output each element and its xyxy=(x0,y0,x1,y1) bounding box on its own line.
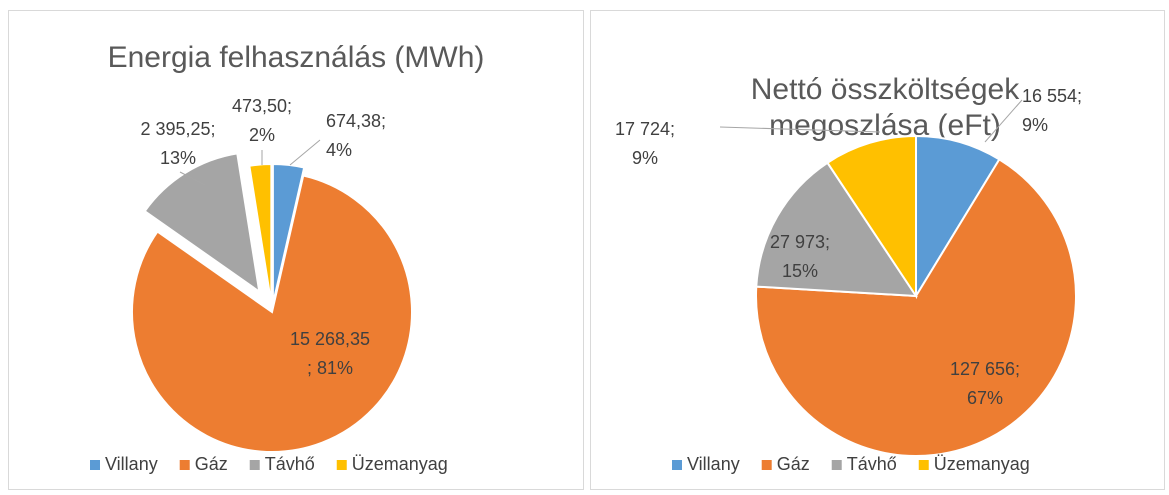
legend-label: Villany xyxy=(687,454,740,474)
pie-slice xyxy=(271,163,306,305)
pie-slice xyxy=(248,163,273,305)
chart-panel xyxy=(8,10,584,490)
data-label: 2 395,25; xyxy=(140,119,215,139)
chart-panel xyxy=(590,10,1165,490)
pie-slice xyxy=(131,174,413,453)
pie-slice xyxy=(755,158,1077,457)
data-label: 674,38; xyxy=(326,111,386,131)
leader-line xyxy=(719,126,881,133)
legend-swatch xyxy=(249,460,260,470)
data-label: ; 81% xyxy=(307,358,353,378)
data-label: 4% xyxy=(326,140,352,160)
leader-line xyxy=(179,171,206,186)
legend-label: Üzemanyag xyxy=(352,454,448,474)
data-label: 15 268,35 xyxy=(290,329,370,349)
legend-swatch xyxy=(761,460,772,470)
pie-slice xyxy=(143,152,261,294)
data-label: 9% xyxy=(632,148,658,168)
legend-swatch xyxy=(336,460,347,470)
chart-title: Nettó összköltségek megoszlása (eFt) xyxy=(750,73,1020,142)
leader-line xyxy=(984,99,1023,143)
legend-swatch xyxy=(831,460,842,470)
legend-label: Villany xyxy=(105,454,158,474)
data-label: 473,50; xyxy=(232,96,292,116)
data-label: 127 656; xyxy=(950,359,1020,379)
data-label: 9% xyxy=(1022,115,1048,135)
data-label: 16 554; xyxy=(1022,86,1082,106)
data-label: 2% xyxy=(249,125,275,145)
leader-line xyxy=(289,139,321,166)
data-label: 15% xyxy=(782,261,818,281)
pie-slice xyxy=(755,161,918,298)
legend-label: Távhő xyxy=(265,454,315,474)
legend-label: Távhő xyxy=(847,454,897,474)
chart-title: Energia felhasználás (MWh) xyxy=(107,41,485,74)
legend-swatch xyxy=(672,460,682,470)
legend-label: Gáz xyxy=(195,454,228,474)
legend-swatch xyxy=(918,460,929,470)
legend-swatch xyxy=(179,460,190,470)
legend-label: Üzemanyag xyxy=(934,454,1030,474)
pie-slice xyxy=(826,134,917,300)
data-label: 13% xyxy=(160,148,196,168)
legend-swatch xyxy=(90,460,100,470)
legend-label: Gáz xyxy=(777,454,810,474)
data-label: 17 724; xyxy=(615,119,675,139)
data-label: 27 973; xyxy=(770,232,830,252)
pie-slice xyxy=(915,134,1001,300)
data-label: 67% xyxy=(967,388,1003,408)
